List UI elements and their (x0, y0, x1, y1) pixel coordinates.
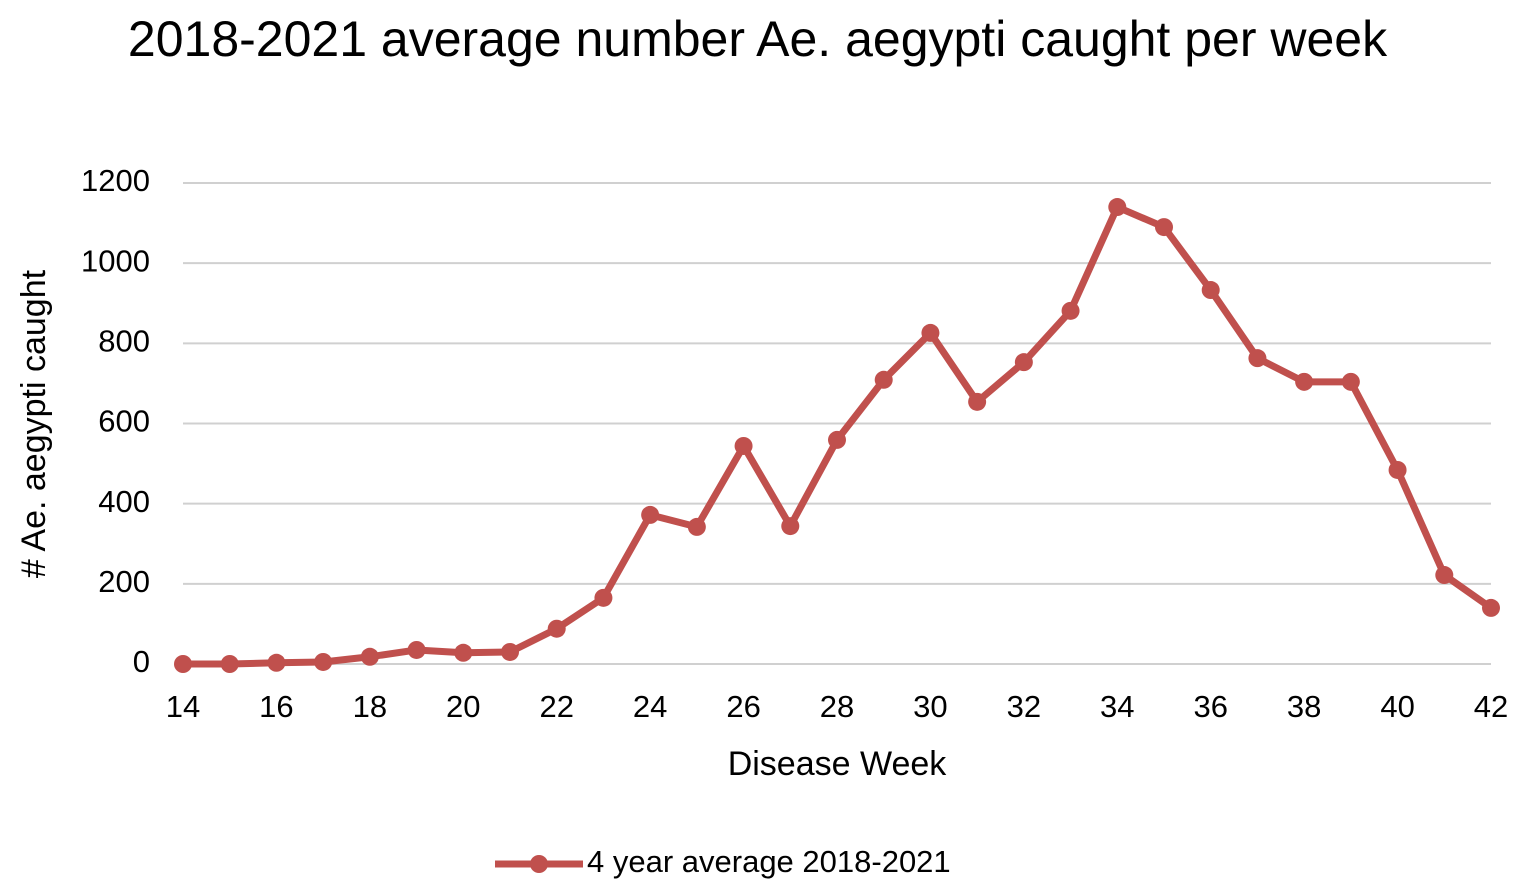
x-tick-label: 30 (913, 689, 947, 724)
chart-title: 2018-2021 average number Ae. aegypti cau… (127, 11, 1388, 67)
point (1108, 198, 1127, 217)
y-tick-label: 600 (98, 404, 150, 439)
x-tick-label: 34 (1100, 689, 1134, 724)
x-tick-label: 40 (1380, 689, 1414, 724)
x-tick-label: 24 (633, 689, 667, 724)
point (1388, 460, 1407, 479)
x-tick-label: 22 (539, 689, 573, 724)
point (501, 642, 519, 661)
point (407, 640, 426, 659)
x-tick-label: 42 (1474, 689, 1508, 724)
point (1061, 301, 1080, 320)
legend-label: 4 year average 2018-2021 (587, 844, 951, 879)
point (454, 643, 473, 662)
point (220, 655, 239, 673)
x-tick-label: 20 (446, 689, 480, 724)
x-tick-label: 36 (1193, 689, 1227, 724)
point (828, 430, 846, 449)
point (921, 323, 940, 342)
x-tick-label: 16 (259, 689, 293, 724)
point (874, 370, 893, 389)
point (1155, 218, 1173, 237)
point (1248, 349, 1267, 368)
point (360, 647, 379, 666)
point (267, 653, 286, 672)
point (1201, 281, 1220, 300)
y-tick-label: 1200 (81, 163, 150, 198)
point (314, 652, 333, 671)
point (1341, 372, 1360, 391)
point (174, 655, 192, 673)
x-tick-label: 32 (1007, 689, 1041, 724)
y-tick-label: 0 (133, 644, 150, 679)
legend-marker (530, 855, 548, 873)
y-tick-label: 400 (98, 484, 150, 519)
point (1295, 372, 1314, 391)
y-axis-title: # Ae. aegypti caught (15, 269, 53, 578)
x-tick-label: 38 (1287, 689, 1321, 724)
point (1435, 566, 1454, 585)
point (687, 517, 706, 536)
x-tick-label: 14 (166, 689, 200, 724)
point (734, 436, 753, 455)
point (641, 505, 660, 524)
x-axis-title: Disease Week (728, 745, 948, 783)
y-tick-label: 1000 (81, 243, 150, 278)
y-tick-label: 800 (98, 324, 150, 359)
x-tick-label: 18 (353, 689, 387, 724)
point (1014, 353, 1033, 372)
x-tick-label: 26 (726, 689, 760, 724)
point (781, 517, 800, 536)
x-tick-label: 28 (820, 689, 854, 724)
point (968, 392, 987, 411)
y-tick-label: 200 (98, 564, 150, 599)
point (594, 588, 613, 607)
point (1482, 598, 1500, 617)
point (547, 619, 566, 638)
